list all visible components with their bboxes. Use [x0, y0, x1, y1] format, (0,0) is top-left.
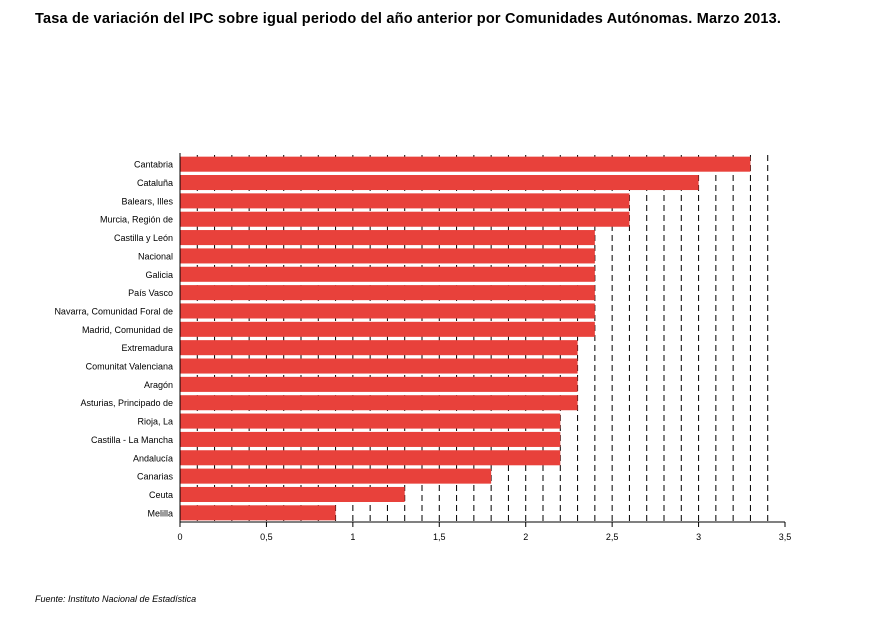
category-label: Murcia, Región de [100, 215, 173, 225]
bar [180, 450, 561, 466]
category-label: Aragón [144, 380, 173, 390]
category-label: Nacional [138, 251, 173, 261]
x-tick-label: 3 [696, 532, 701, 542]
bar [180, 340, 578, 356]
x-tick-label: 1,5 [433, 532, 446, 542]
category-label: Comunitat Valenciana [86, 362, 173, 372]
category-label: Madrid, Comunidad de [82, 325, 173, 335]
bar [180, 230, 595, 246]
bar [180, 156, 751, 172]
category-label: Balears, Illes [121, 196, 173, 206]
x-tick-label: 2 [523, 532, 528, 542]
bar [180, 468, 492, 484]
x-tick-label: 3,5 [779, 532, 792, 542]
category-label: Canarias [137, 472, 174, 482]
x-tick-label: 1 [350, 532, 355, 542]
category-label: Extremadura [121, 343, 173, 353]
gridlines [196, 155, 769, 522]
category-label: Cantabria [134, 160, 173, 170]
x-axis: 0 0,5 1 1,5 2 2,5 3 3,5 [177, 153, 791, 542]
category-label: País Vasco [128, 288, 173, 298]
category-label: Andalucía [133, 453, 173, 463]
category-labels: Cantabria Cataluña Balears, Illes Murcia, R… [54, 160, 173, 519]
bar [180, 248, 595, 264]
category-label: Galicia [145, 270, 173, 280]
bar [180, 321, 595, 337]
bar [180, 505, 336, 521]
bar [180, 431, 561, 447]
source-note: Fuente: Instituto Nacional de Estadístic… [35, 594, 197, 604]
bar [180, 303, 595, 319]
category-label: Melilla [147, 508, 173, 518]
bars [180, 156, 751, 521]
bar [180, 211, 630, 227]
bar [180, 395, 578, 411]
x-tick-label: 0,5 [260, 532, 273, 542]
x-tick-label: 0 [177, 532, 182, 542]
bar [180, 413, 561, 429]
category-label: Rioja, La [137, 417, 173, 427]
bar [180, 358, 578, 374]
bar [180, 193, 630, 209]
category-label: Castilla - La Mancha [91, 435, 173, 445]
category-label: Asturias, Principado de [80, 398, 173, 408]
x-tick-label: 2,5 [606, 532, 619, 542]
bar [180, 175, 699, 191]
category-label: Castilla y León [114, 233, 173, 243]
bar [180, 486, 405, 502]
bar [180, 266, 595, 282]
category-label: Navarra, Comunidad Foral de [54, 306, 173, 316]
chart-title: Tasa de variación del IPC sobre igual pe… [35, 11, 782, 27]
category-label: Cataluña [137, 178, 173, 188]
category-label: Ceuta [149, 490, 173, 500]
bar [180, 285, 595, 301]
bar [180, 376, 578, 392]
